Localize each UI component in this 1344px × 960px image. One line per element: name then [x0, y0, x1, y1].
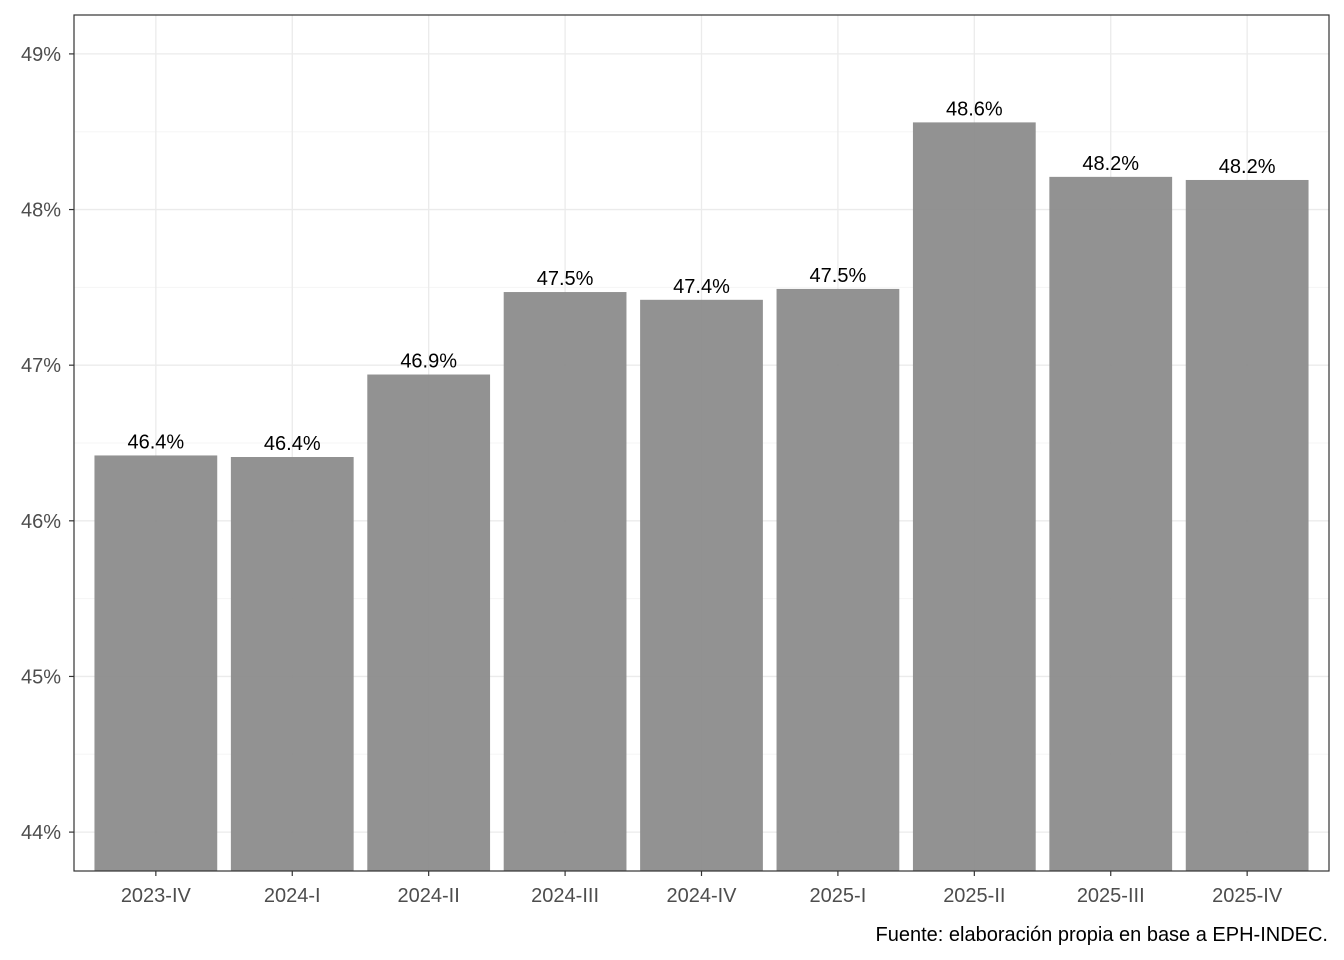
data-label-2025-III: 48.2%	[1082, 153, 1139, 175]
y-tick-label: 45%	[21, 666, 61, 688]
x-tick-label: 2025-III	[1077, 885, 1145, 907]
data-label-2024-II: 46.9%	[400, 351, 457, 373]
x-axis: 2023-IV 2024-I 2024-II 2024-III 2024-IV 2025-…	[121, 871, 1283, 907]
y-tick-label: 44%	[21, 822, 61, 844]
x-tick-label: 2024-III	[531, 885, 599, 907]
bar-2025-III	[1049, 176, 1173, 871]
x-tick-label: 2024-II	[398, 885, 460, 907]
x-tick-label: 2025-II	[943, 885, 1005, 907]
bar-2025-IV	[1185, 179, 1309, 871]
y-axis: 44% 45% 46% 47% 48% 49%	[21, 44, 74, 844]
bar-2024-IV	[640, 299, 763, 871]
data-label-2024-I: 46.4%	[264, 433, 321, 455]
x-tick-label: 2025-I	[810, 885, 867, 907]
x-tick-label: 2024-I	[264, 885, 321, 907]
y-tick-label: 49%	[21, 44, 61, 66]
x-tick-label: 2024-IV	[666, 885, 737, 907]
bar-2024-I	[230, 457, 354, 871]
data-label-2025-II: 48.6%	[946, 98, 1003, 120]
data-label-2024-IV: 47.4%	[673, 276, 730, 298]
data-label-2024-III: 47.5%	[537, 268, 594, 290]
bar-2025-I	[776, 288, 900, 871]
y-tick-label: 46%	[21, 511, 61, 533]
x-tick-label: 2023-IV	[121, 885, 192, 907]
bar-2025-II	[912, 122, 1036, 871]
data-labels: 46.4% 46.4% 46.9% 47.5% 47.4% 47.5% 48.6% 48.2%…	[127, 98, 1275, 455]
data-label-2025-I: 47.5%	[810, 265, 867, 287]
source-caption: Fuente: elaboración propia en base a EPH…	[876, 924, 1328, 946]
y-tick-label: 47%	[21, 355, 61, 377]
x-tick-label: 2025-IV	[1212, 885, 1283, 907]
bar-2023-IV	[94, 455, 218, 871]
data-label-2023-IV: 46.4%	[127, 431, 184, 453]
data-label-2025-IV: 48.2%	[1219, 156, 1276, 178]
bar-2024-II	[367, 374, 491, 871]
y-tick-label: 48%	[21, 200, 61, 222]
bars	[94, 122, 1309, 871]
bar-2024-III	[503, 292, 627, 871]
